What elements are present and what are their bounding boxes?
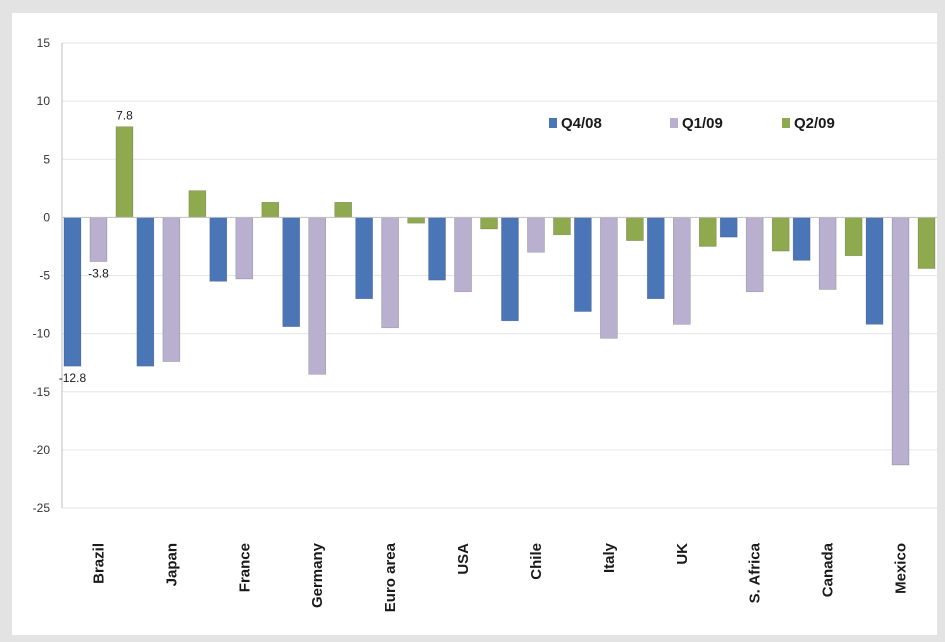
bar-q4-08-germany xyxy=(282,217,301,327)
bar-q1-09-italy xyxy=(600,217,618,339)
bar-q4-08-italy xyxy=(574,217,592,312)
bar-q1-09-japan xyxy=(162,217,181,362)
data-label: -3.8 xyxy=(88,267,109,281)
bar-q1-09-uk xyxy=(672,217,691,325)
y-tick-label: 5 xyxy=(43,152,50,166)
bar-q2-09-italy xyxy=(626,217,644,241)
category-label-italy: Italy xyxy=(601,542,618,573)
bar-q4-08-euro-area xyxy=(355,217,373,300)
bar-q2-09-canada xyxy=(844,217,863,257)
bar-q2-09-s-africa xyxy=(771,217,790,252)
bar-q2-09-brazil xyxy=(115,126,134,218)
data-label: 7.8 xyxy=(116,109,133,123)
chart-frame: 15 10 5 0 -5 -10 -15 -20 -25 Brazil Japan France Ge… xyxy=(12,13,937,635)
category-label-brazil: Brazil xyxy=(90,543,107,584)
bar-q2-09-mexico xyxy=(917,217,936,269)
legend-swatch-q2-09 xyxy=(782,118,790,128)
bar-q2-09-uk xyxy=(698,217,717,247)
bar-q1-09-germany xyxy=(308,217,327,375)
bar-q4-08-mexico xyxy=(865,217,884,325)
gridlines xyxy=(62,42,937,509)
y-tick-label: -15 xyxy=(33,385,51,399)
bar-q4-08-france xyxy=(209,217,228,282)
category-label-euro-area: Euro area xyxy=(382,542,399,612)
bar-q1-09-canada xyxy=(818,217,837,290)
bar-q2-09-japan xyxy=(188,190,207,218)
bar-q2-09-france xyxy=(261,201,280,218)
category-label-uk: UK xyxy=(674,543,691,565)
y-tick-label: 0 xyxy=(43,210,50,224)
category-label-canada: Canada xyxy=(820,542,837,597)
bar-q1-09-chile xyxy=(527,217,545,253)
bar-q2-09-usa xyxy=(480,217,498,230)
bar-q1-09-euro-area xyxy=(381,217,399,329)
bar-q4-08-canada xyxy=(792,217,811,261)
legend-swatch-q1-09 xyxy=(670,118,678,128)
data-label: -12.8 xyxy=(59,371,87,385)
bar-q1-09-usa xyxy=(454,217,472,293)
category-label-france: France xyxy=(236,543,253,592)
y-tick-label: -5 xyxy=(39,269,50,283)
category-label-japan: Japan xyxy=(163,543,180,586)
bar-q4-08-chile xyxy=(501,217,519,322)
y-tick-label: -20 xyxy=(33,443,51,457)
y-tick-label: 15 xyxy=(37,36,51,50)
bar-q4-08-brazil xyxy=(63,217,82,367)
y-tick-label: -25 xyxy=(33,501,51,515)
legend-label-q2-09: Q2/09 xyxy=(794,115,835,132)
bar-q2-09-germany xyxy=(334,201,353,218)
bar-chart: 15 10 5 0 -5 -10 -15 -20 -25 Brazil Japan France Ge… xyxy=(33,36,937,613)
bar-q4-08-japan xyxy=(136,217,155,367)
bar-q4-08-s-africa xyxy=(719,217,738,238)
category-label-germany: Germany xyxy=(309,542,326,608)
bar-q4-08-uk xyxy=(646,217,665,300)
category-label-chile: Chile xyxy=(528,543,545,580)
legend-label-q4-08: Q4/08 xyxy=(561,115,602,132)
legend-swatch-q4-08 xyxy=(549,118,557,128)
bar-q4-08-usa xyxy=(428,217,446,281)
bar-q1-09-mexico xyxy=(891,217,910,466)
legend-label-q1-09: Q1/09 xyxy=(682,115,723,132)
bars xyxy=(63,126,936,466)
y-tick-label: -10 xyxy=(33,327,51,341)
axes: 15 10 5 0 -5 -10 -15 -20 -25 xyxy=(33,36,937,515)
bar-q2-09-euro-area xyxy=(407,217,425,224)
bar-q1-09-s-africa xyxy=(745,217,764,293)
category-label-s-africa: S. Africa xyxy=(747,542,764,603)
bar-q1-09-france xyxy=(235,217,254,280)
labels: Brazil Japan France Germany Euro area USA Chil… xyxy=(59,109,910,613)
bar-q2-09-chile xyxy=(553,217,571,236)
category-label-mexico: Mexico xyxy=(893,543,910,594)
y-tick-label: 10 xyxy=(37,94,51,108)
category-label-usa: USA xyxy=(455,543,472,575)
bar-q1-09-brazil xyxy=(89,217,108,262)
legend: Q4/08 Q1/09 Q2/09 xyxy=(549,115,835,132)
